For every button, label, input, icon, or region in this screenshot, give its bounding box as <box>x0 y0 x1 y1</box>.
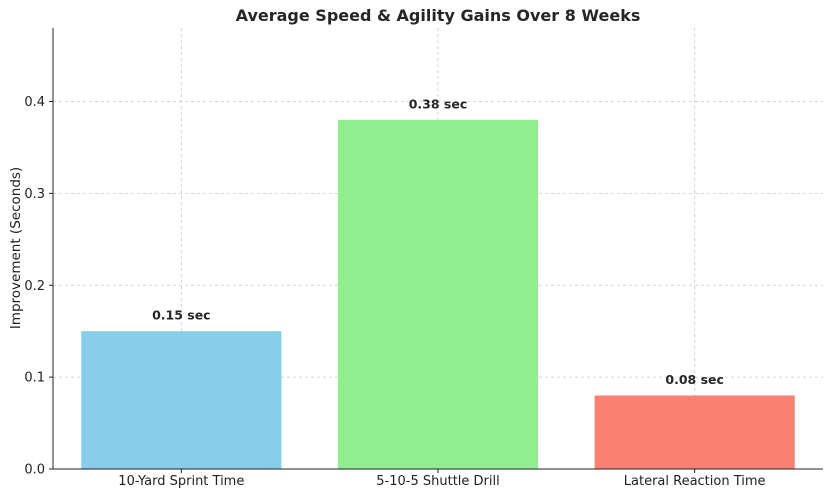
bar <box>594 395 795 469</box>
bar <box>81 331 282 469</box>
x-tick-label: Lateral Reaction Time <box>624 474 766 489</box>
bar-data-label: 0.15 sec <box>152 308 211 323</box>
chart-title: Average Speed & Agility Gains Over 8 Wee… <box>236 6 641 25</box>
bar-data-label: 0.08 sec <box>665 372 724 387</box>
x-tick-label: 5-10-5 Shuttle Drill <box>376 474 499 489</box>
bar-data-label: 0.38 sec <box>409 96 468 111</box>
y-tick-label: 0.2 <box>24 279 45 294</box>
y-tick-label: 0.4 <box>24 95 45 110</box>
data-labels-layer: 0.15 sec 0.38 sec 0.08 sec <box>152 96 724 387</box>
bar <box>337 119 539 469</box>
y-axis-label: Improvement (Seconds) <box>8 167 24 329</box>
ticks-layer: 0.0 0.1 0.2 0.3 0.4 10-Yard Sprint Time 5-10-5… <box>24 95 765 489</box>
x-tick-label: 10-Yard Sprint Time <box>118 474 244 489</box>
y-tick-label: 0.3 <box>24 187 45 202</box>
y-tick-label: 0.0 <box>24 463 45 478</box>
y-tick-label: 0.1 <box>24 371 45 386</box>
bars-layer <box>81 119 795 469</box>
